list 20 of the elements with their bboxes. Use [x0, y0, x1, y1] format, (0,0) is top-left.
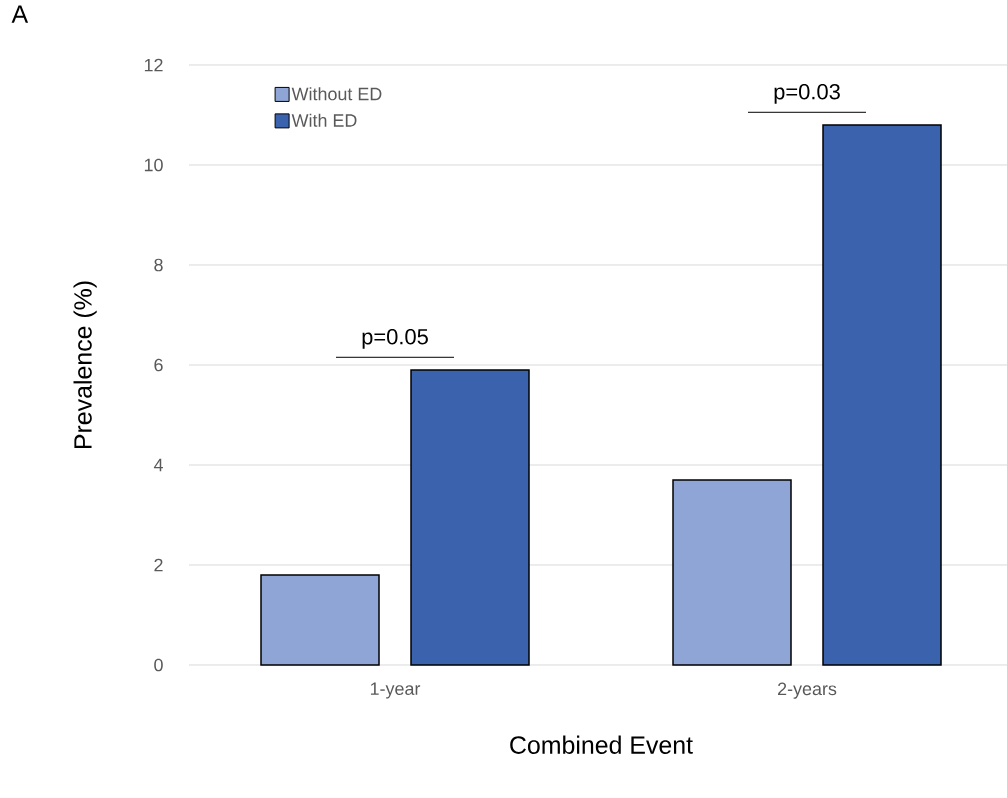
y-tick-label: 0	[154, 658, 163, 672]
y-tick-label: 12	[144, 58, 163, 72]
y-tick-label: 4	[153, 458, 163, 472]
x-tick-label: 2-years	[778, 682, 837, 699]
x-axis-title: Combined Event	[510, 735, 693, 754]
annotation: p=0.03	[774, 83, 840, 104]
bar	[260, 574, 380, 666]
y-axis-title: Prevalence (%)	[73, 281, 97, 449]
x-tick-label: 1-year	[370, 682, 421, 699]
bar	[822, 124, 942, 666]
y-tick-label: 2	[154, 558, 163, 572]
bar	[410, 369, 530, 666]
bar	[672, 479, 792, 666]
text: A	[11, 5, 29, 23]
y-tick-label: 10	[144, 158, 163, 172]
y-tick-label: 6	[154, 358, 163, 372]
annotation: p=0.05	[362, 328, 428, 349]
legend-label: Without ED	[291, 87, 382, 101]
legend-label: With ED	[291, 113, 357, 127]
y-tick-label: 8	[154, 258, 163, 272]
